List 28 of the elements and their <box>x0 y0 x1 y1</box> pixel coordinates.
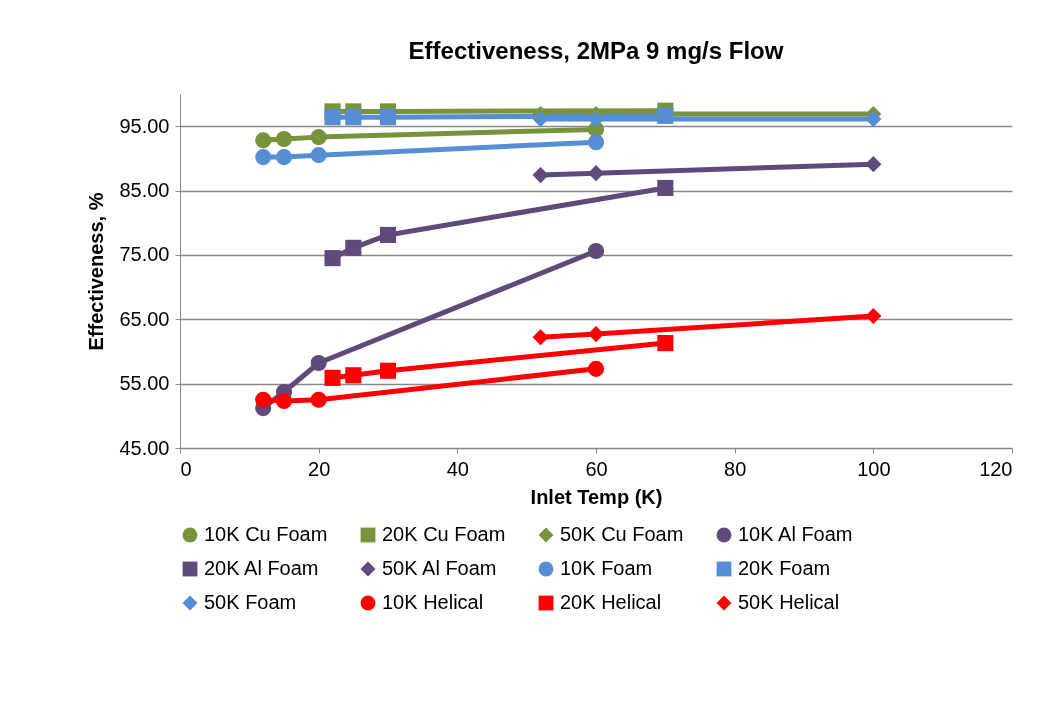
y-tick-label: 85.00 <box>119 179 170 202</box>
legend-label: 20K Cu Foam <box>382 523 506 545</box>
legend-label: 50K Foam <box>204 591 297 613</box>
y-tick-label: 95.00 <box>119 114 170 137</box>
y-tick-label: 65.00 <box>119 307 170 330</box>
x-tick-label: 100 <box>857 457 891 480</box>
legend-label: 20K Foam <box>738 557 831 579</box>
chart-title: Effectiveness, 2MPa 9 mg/s Flow <box>408 37 784 64</box>
legend-label: 10K Foam <box>560 557 653 579</box>
legend-label: 10K Helical <box>382 591 484 613</box>
legend-label: 50K Helical <box>738 591 840 613</box>
x-axis-title: Inlet Temp (K) <box>530 485 663 508</box>
x-tick-label: 0 <box>180 457 192 480</box>
x-tick-label: 120 <box>979 457 1013 480</box>
x-tick-label: 80 <box>724 457 747 480</box>
y-axis-title: Effectiveness, % <box>85 192 108 351</box>
y-tick-label: 75.00 <box>119 243 170 266</box>
legend-label: 50K Cu Foam <box>560 523 684 545</box>
legend-label: 10K Cu Foam <box>204 523 328 545</box>
x-tick-label: 40 <box>446 457 469 480</box>
y-tick-label: 55.00 <box>119 372 170 395</box>
legend-label: 10K Al Foam <box>738 523 853 545</box>
legend-label: 20K Helical <box>560 591 662 613</box>
legend-label: 20K Al Foam <box>204 557 319 579</box>
legend-label: 50K Al Foam <box>382 557 497 579</box>
x-tick-label: 20 <box>308 457 331 480</box>
x-tick-label: 60 <box>585 457 608 480</box>
y-tick-label: 45.00 <box>119 436 170 459</box>
